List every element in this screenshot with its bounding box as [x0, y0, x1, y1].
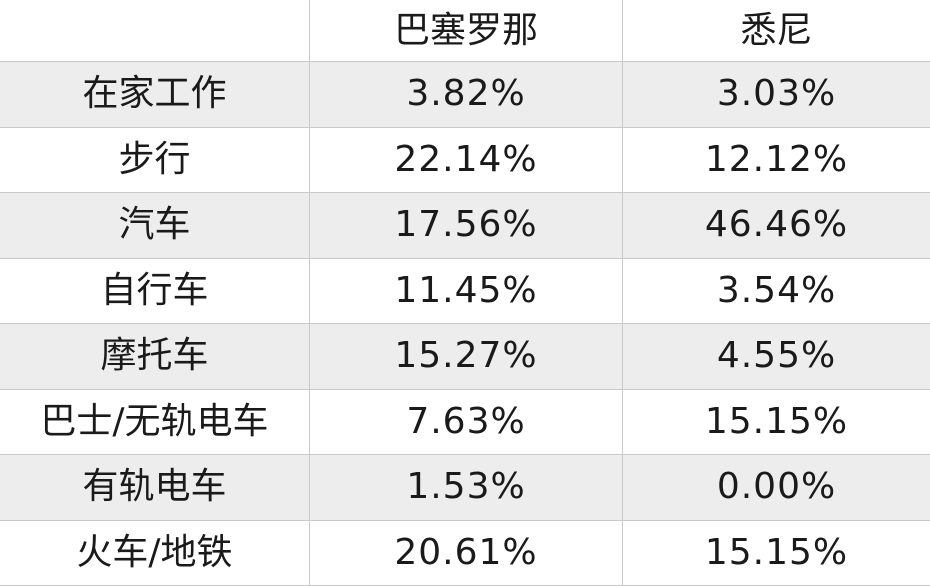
- row-label: 火车/地铁: [0, 520, 310, 586]
- sydney-value: 15.15%: [623, 390, 930, 455]
- barcelona-value: 17.56%: [310, 193, 623, 259]
- barcelona-value: 15.27%: [310, 324, 623, 390]
- sydney-value: 3.54%: [623, 259, 930, 324]
- row-label: 步行: [0, 127, 310, 193]
- barcelona-value: 1.53%: [310, 455, 623, 521]
- header-barcelona: 巴塞罗那: [310, 0, 623, 62]
- sydney-value: 15.15%: [623, 521, 930, 586]
- sydney-value: 4.55%: [623, 324, 930, 390]
- sydney-value: 46.46%: [623, 193, 930, 259]
- row-label: 巴士/无轨电车: [0, 389, 310, 455]
- sydney-value: 12.12%: [623, 128, 930, 193]
- row-label: 摩托车: [0, 324, 310, 390]
- row-label: 汽车: [0, 193, 310, 259]
- header-sydney: 悉尼: [623, 0, 930, 62]
- row-label: 有轨电车: [0, 455, 310, 521]
- sydney-value: 0.00%: [623, 455, 930, 521]
- barcelona-value: 7.63%: [310, 389, 623, 455]
- barcelona-value: 11.45%: [310, 258, 623, 324]
- barcelona-value: 20.61%: [310, 520, 623, 586]
- row-label: 在家工作: [0, 62, 310, 128]
- row-label: 自行车: [0, 258, 310, 324]
- barcelona-value: 22.14%: [310, 127, 623, 193]
- barcelona-value: 3.82%: [310, 62, 623, 128]
- sydney-value: 3.03%: [623, 62, 930, 128]
- header-corner-cell: [0, 0, 310, 62]
